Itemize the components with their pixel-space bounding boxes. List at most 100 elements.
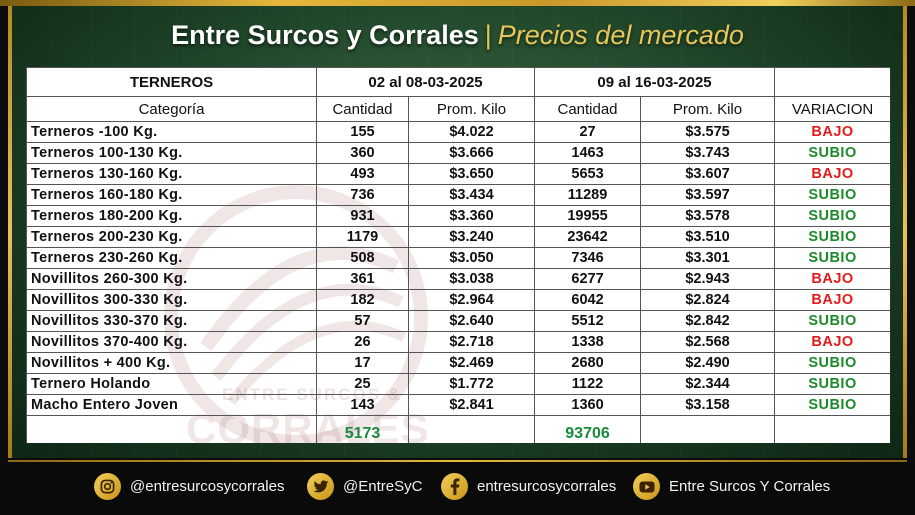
social-twitter[interactable]: @EntreSyC	[307, 473, 422, 500]
facebook-handle: entresurcosycorrales	[477, 478, 617, 495]
column-header-row: Categoría Cantidad Prom. Kilo Cantidad P…	[26, 96, 890, 122]
cell-prom-kilo-2: $3.607	[640, 163, 776, 185]
cell-prom-kilo-2: $3.575	[640, 121, 776, 143]
table-row: Terneros 160-180 Kg. 736 $3.434 11289 $3.597…	[26, 184, 890, 206]
cell-prom-kilo-1: $2.841	[407, 394, 536, 416]
cell-variacion: SUBIO	[774, 352, 890, 374]
price-table-container: ENTRE SURCOS & CORRALES TERNEROS 02 al 0…	[26, 67, 890, 443]
cell-cantidad-2: 2680	[534, 352, 642, 374]
cell-categoria: Terneros 130-160 Kg.	[26, 163, 317, 185]
cell-prom-kilo-1: $3.434	[407, 184, 536, 206]
footer-gold-line	[8, 460, 907, 463]
cell-variacion: SUBIO	[774, 205, 890, 227]
cell-cantidad-2: 19955	[534, 205, 642, 227]
table-row: Novillitos 370-400 Kg. 26 $2.718 1338 $2.568…	[26, 331, 890, 353]
cell-cantidad-2: 27	[534, 121, 642, 143]
cell-cantidad-2: 6042	[534, 289, 642, 311]
cell-variacion: BAJO	[774, 163, 890, 185]
cell-cantidad-2: 1360	[534, 394, 642, 416]
group-header-period2: 09 al 16-03-2025	[534, 67, 776, 97]
cell-prom-kilo-2: $3.743	[640, 142, 776, 164]
table-row: Novillitos 300-330 Kg. 182 $2.964 6042 $2.82…	[26, 289, 890, 311]
group-header-terneros: TERNEROS	[26, 67, 317, 97]
social-facebook[interactable]: entresurcosycorrales	[441, 473, 616, 500]
cell-total-empty	[640, 415, 776, 443]
cell-cantidad-1: 361	[316, 268, 409, 290]
cell-prom-kilo-1: $2.469	[407, 352, 536, 374]
cell-prom-kilo-2: $2.568	[640, 331, 776, 353]
column-header-variacion: VARIACION	[774, 96, 890, 122]
cell-cantidad-2: 5512	[534, 310, 642, 332]
youtube-icon	[633, 473, 660, 500]
cell-variacion: BAJO	[774, 289, 890, 311]
cell-prom-kilo-2: $2.842	[640, 310, 776, 332]
twitter-icon	[307, 473, 334, 500]
cell-categoria: Novillitos + 400 Kg.	[26, 352, 317, 374]
column-header-cantidad-2: Cantidad	[534, 96, 642, 122]
instagram-icon	[94, 473, 121, 500]
total-cantidad-1: 5173	[316, 415, 409, 443]
cell-categoria: Terneros 180-200 Kg.	[26, 205, 317, 227]
social-youtube[interactable]: Entre Surcos Y Corrales	[633, 473, 830, 500]
cell-cantidad-2: 7346	[534, 247, 642, 269]
cell-prom-kilo-2: $2.344	[640, 373, 776, 395]
cell-variacion: BAJO	[774, 268, 890, 290]
cell-variacion: SUBIO	[774, 142, 890, 164]
cell-categoria: Macho Entero Joven	[26, 394, 317, 416]
cell-cantidad-1: 57	[316, 310, 409, 332]
cell-categoria: Novillitos 260-300 Kg.	[26, 268, 317, 290]
cell-cantidad-1: 25	[316, 373, 409, 395]
table-row: Terneros 100-130 Kg. 360 $3.666 1463 $3.743 S…	[26, 142, 890, 164]
cell-cantidad-1: 17	[316, 352, 409, 374]
left-gold-border	[8, 6, 12, 458]
facebook-icon	[441, 473, 468, 500]
cell-categoria: Ternero Holando	[26, 373, 317, 395]
totals-row: 5173 93706	[26, 415, 890, 443]
cell-prom-kilo-1: $3.038	[407, 268, 536, 290]
cell-prom-kilo-2: $2.490	[640, 352, 776, 374]
cell-prom-kilo-1: $3.240	[407, 226, 536, 248]
cell-prom-kilo-1: $4.022	[407, 121, 536, 143]
column-header-cantidad-1: Cantidad	[316, 96, 409, 122]
title-subtitle: Precios del mercado	[497, 20, 744, 50]
cell-cantidad-2: 23642	[534, 226, 642, 248]
cell-cantidad-1: 182	[316, 289, 409, 311]
cell-variacion: SUBIO	[774, 394, 890, 416]
instagram-handle: @entresurcosycorrales	[130, 478, 285, 495]
table-row: Macho Entero Joven 143 $2.841 1360 $3.158 SUB…	[26, 394, 890, 416]
cell-cantidad-1: 26	[316, 331, 409, 353]
cell-cantidad-1: 1179	[316, 226, 409, 248]
youtube-channel: Entre Surcos Y Corrales	[669, 478, 831, 495]
table-row: Novillitos + 400 Kg. 17 $2.469 2680 $2.490 SU…	[26, 352, 890, 374]
cell-cantidad-1: 493	[316, 163, 409, 185]
cell-cantidad-2: 11289	[534, 184, 642, 206]
cell-prom-kilo-1: $3.666	[407, 142, 536, 164]
cell-cantidad-1: 931	[316, 205, 409, 227]
table-row: Terneros 230-260 Kg. 508 $3.050 7346 $3.301 S…	[26, 247, 890, 269]
cell-cantidad-1: 155	[316, 121, 409, 143]
cell-cantidad-2: 1122	[534, 373, 642, 395]
cell-prom-kilo-2: $3.597	[640, 184, 776, 206]
cell-total-empty	[774, 415, 890, 443]
social-instagram[interactable]: @entresurcosycorrales	[94, 473, 284, 500]
group-header-period1: 02 al 08-03-2025	[315, 67, 536, 97]
cell-cantidad-1: 360	[316, 142, 409, 164]
cell-total-empty	[26, 415, 317, 443]
group-header-row: TERNEROS 02 al 08-03-2025 09 al 16-03-20…	[26, 67, 890, 97]
cell-prom-kilo-1: $3.360	[407, 205, 536, 227]
price-table: TERNEROS 02 al 08-03-2025 09 al 16-03-20…	[26, 67, 890, 443]
cell-categoria: Terneros 160-180 Kg.	[26, 184, 317, 206]
cell-variacion: SUBIO	[774, 373, 890, 395]
cell-variacion: SUBIO	[774, 184, 890, 206]
table-row: Ternero Holando 25 $1.772 1122 $2.344 SUBIO	[26, 373, 890, 395]
cell-cantidad-1: 508	[316, 247, 409, 269]
cell-cantidad-2: 1463	[534, 142, 642, 164]
cell-cantidad-2: 1338	[534, 331, 642, 353]
cell-variacion: SUBIO	[774, 310, 890, 332]
table-row: Terneros -100 Kg. 155 $4.022 27 $3.575 BAJO	[26, 121, 890, 143]
cell-categoria: Terneros 200-230 Kg.	[26, 226, 317, 248]
cell-categoria: Terneros -100 Kg.	[26, 121, 317, 143]
cell-variacion: BAJO	[774, 121, 890, 143]
cell-variacion: BAJO	[774, 331, 890, 353]
